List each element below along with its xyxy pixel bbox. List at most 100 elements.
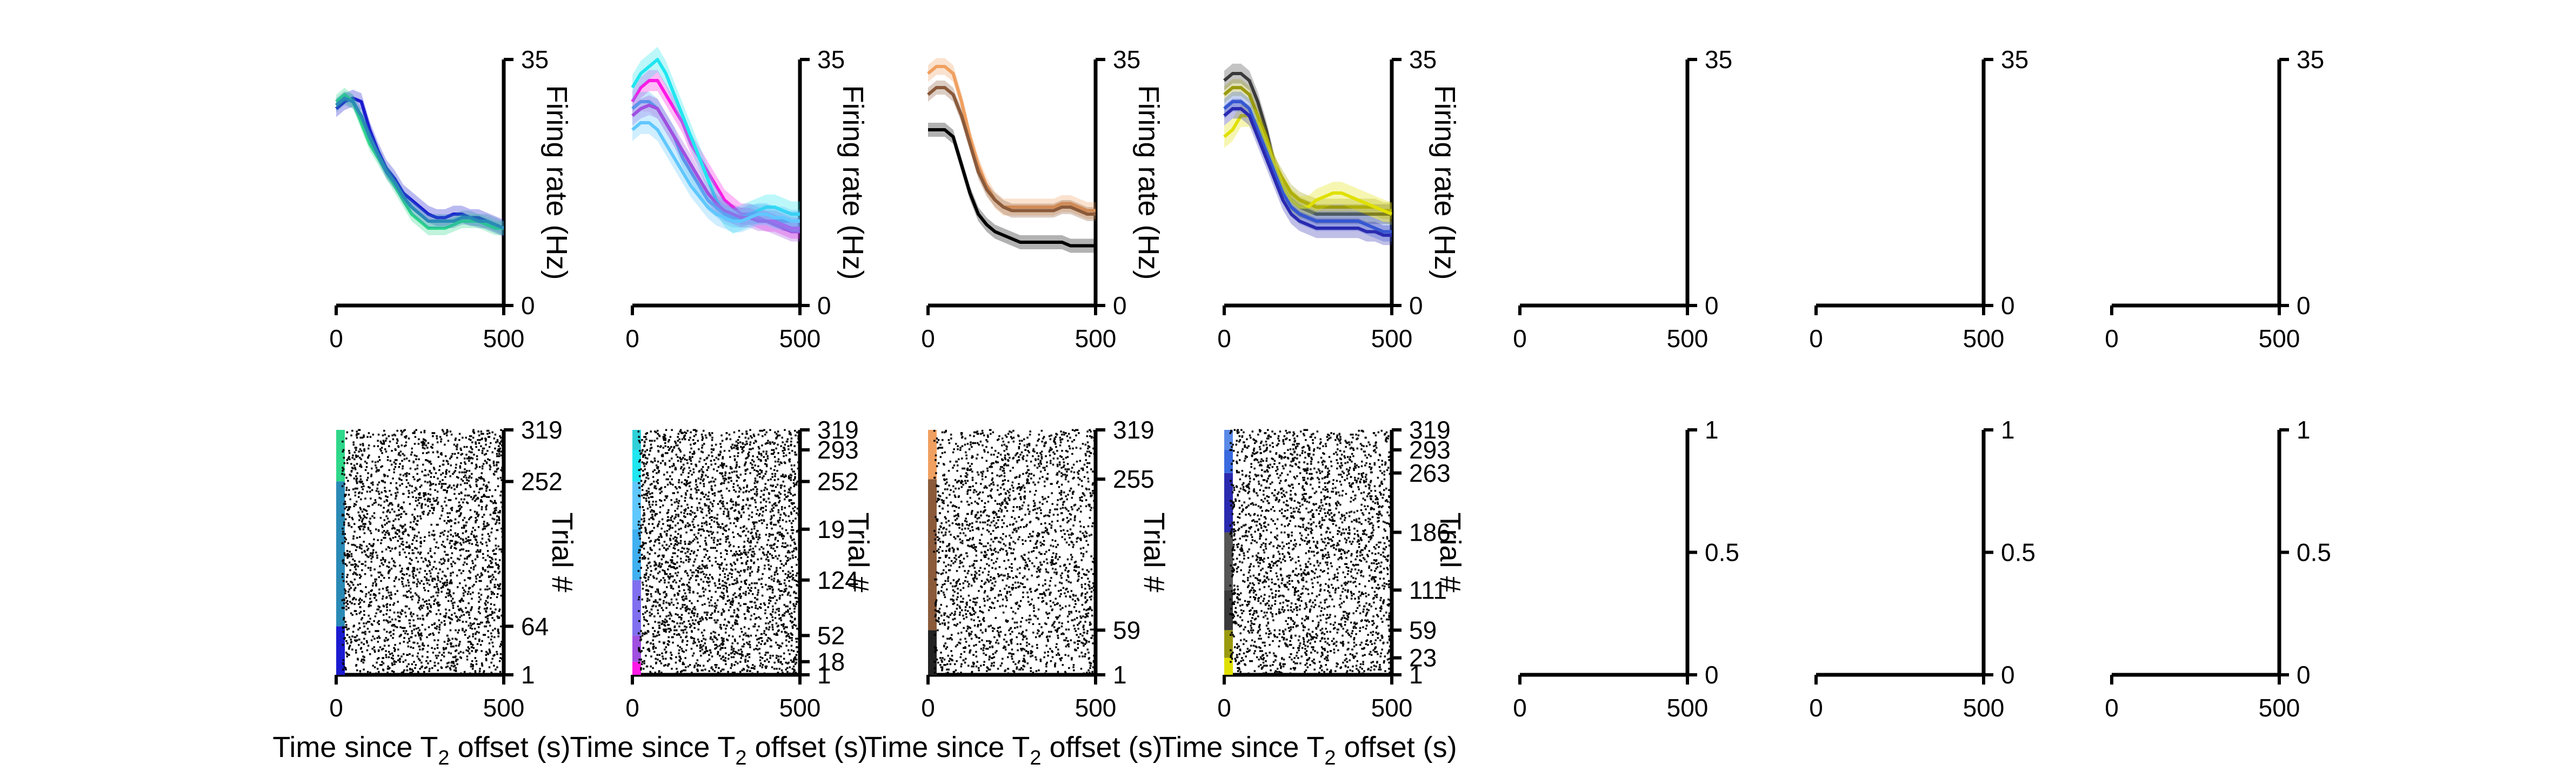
spike — [464, 463, 466, 465]
spike — [401, 567, 403, 570]
spike — [795, 482, 798, 484]
spike — [773, 503, 775, 505]
spike — [396, 442, 398, 444]
spike — [490, 672, 493, 674]
spike — [440, 666, 443, 668]
spike — [676, 498, 678, 501]
raster-2-y-tick-label: 19 — [817, 515, 845, 543]
spike — [759, 673, 762, 675]
spike — [710, 599, 712, 601]
spike — [475, 520, 477, 522]
spike — [370, 590, 372, 592]
spike — [688, 523, 691, 526]
spike — [693, 614, 695, 617]
spike — [757, 637, 760, 640]
spike — [370, 601, 372, 603]
spike — [667, 519, 669, 521]
spike — [479, 668, 481, 670]
spike — [785, 496, 788, 498]
spike — [771, 616, 773, 619]
spike — [651, 509, 653, 512]
spike — [645, 619, 647, 621]
spike — [498, 660, 501, 662]
spike — [430, 503, 433, 506]
spike — [375, 585, 377, 587]
spike — [732, 594, 735, 596]
spike — [348, 524, 350, 527]
spike — [662, 504, 664, 507]
spike — [397, 503, 400, 506]
spike — [489, 566, 491, 568]
spike — [786, 495, 789, 497]
spike — [451, 614, 453, 616]
spike — [748, 653, 750, 655]
spike — [686, 480, 688, 482]
spike — [728, 674, 730, 676]
spike — [424, 480, 426, 483]
spike — [712, 577, 714, 580]
spike — [412, 552, 415, 554]
spike — [776, 668, 778, 670]
spike — [352, 630, 355, 633]
spike — [654, 672, 656, 674]
spike — [664, 648, 666, 650]
spike — [763, 632, 765, 635]
spike — [498, 608, 501, 610]
spike — [396, 429, 398, 432]
spike — [715, 643, 717, 646]
spike — [421, 655, 424, 658]
spike — [711, 576, 713, 579]
spike — [786, 577, 789, 579]
spike — [646, 565, 648, 567]
spike — [719, 567, 721, 570]
spike — [653, 630, 656, 632]
spike — [771, 586, 773, 588]
spike — [687, 556, 690, 558]
spike — [775, 657, 778, 659]
spike — [493, 583, 496, 586]
spike — [366, 670, 369, 673]
spike — [441, 429, 444, 431]
spike — [693, 534, 696, 536]
spike — [450, 665, 453, 667]
spike — [468, 652, 471, 655]
spike — [685, 524, 687, 527]
spike — [785, 555, 787, 557]
spike — [450, 642, 452, 645]
spike — [372, 635, 374, 637]
spike — [642, 583, 644, 586]
spike — [455, 467, 457, 469]
spike — [700, 572, 702, 574]
spike — [441, 654, 443, 656]
spike — [492, 511, 495, 514]
spike — [453, 612, 456, 614]
spike — [765, 583, 767, 586]
spike — [657, 524, 659, 527]
spike — [751, 555, 753, 557]
spike — [429, 570, 431, 572]
spike — [655, 601, 657, 603]
spike — [378, 635, 380, 637]
spike — [444, 530, 446, 532]
spike — [492, 592, 494, 594]
spike — [495, 578, 497, 581]
spike — [358, 546, 361, 548]
spike — [799, 597, 802, 600]
spike — [745, 552, 747, 554]
spike — [493, 518, 496, 521]
spike — [738, 594, 740, 597]
spike — [407, 482, 410, 484]
spike — [744, 580, 746, 582]
spike — [750, 634, 752, 637]
spike — [679, 636, 682, 639]
spike — [417, 658, 420, 660]
spike — [755, 532, 757, 534]
spike — [785, 639, 788, 641]
spike — [489, 489, 491, 492]
spike — [770, 597, 772, 599]
spike — [357, 565, 359, 568]
spike — [766, 488, 768, 490]
spike — [794, 656, 796, 659]
spike — [361, 519, 364, 521]
spike — [417, 581, 419, 583]
